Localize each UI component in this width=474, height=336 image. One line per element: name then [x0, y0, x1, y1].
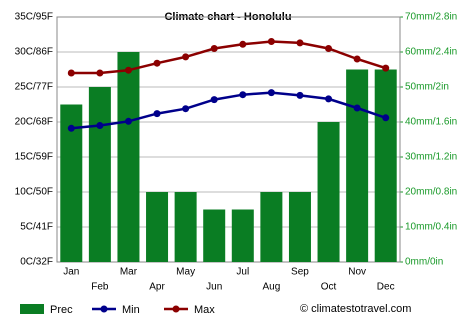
x-tick-label: Jan [63, 267, 79, 278]
y-tick-label: 30C/86F [15, 47, 53, 58]
point [382, 114, 390, 122]
x-tick-label: Nov [348, 267, 366, 278]
y2-tick-label: 10mm/0.4in [405, 222, 457, 233]
y-tick-label: 20C/68F [15, 117, 53, 128]
point [267, 38, 275, 45]
line [71, 40, 387, 75]
point [239, 40, 247, 48]
point [382, 64, 390, 72]
legend-swatch [100, 305, 108, 313]
point [96, 69, 104, 77]
point [96, 122, 104, 129]
point [267, 89, 275, 97]
bar [88, 87, 111, 262]
point [182, 53, 190, 61]
point [124, 117, 132, 125]
y-tick-label: 15C/59F [15, 152, 53, 163]
line [71, 91, 387, 130]
bar [317, 122, 340, 262]
y2-tick-label: 70mm/2.8in [405, 12, 457, 23]
y2-tick-label: 30mm/1.2in [405, 152, 457, 163]
point [67, 124, 75, 132]
bar [288, 192, 311, 262]
point [153, 59, 161, 67]
y-tick-label: 10C/50F [15, 187, 53, 198]
y2-tick-label: 20mm/0.8in [405, 187, 457, 198]
x-tick-label: Oct [321, 282, 337, 293]
y-tick-label: 25C/77F [15, 82, 53, 93]
point [325, 45, 333, 52]
point [210, 96, 218, 104]
bar [146, 192, 169, 262]
point [296, 39, 304, 47]
point [182, 105, 190, 113]
x-tick-label: Jun [206, 282, 222, 293]
bar [231, 209, 254, 262]
x-tick-label: Aug [262, 282, 280, 293]
bar [174, 192, 197, 262]
y2-tick-label: 0mm/0in [405, 257, 443, 268]
x-tick-label: Jul [236, 267, 249, 278]
point [210, 45, 218, 52]
point [296, 91, 304, 99]
legend-swatch [20, 304, 44, 314]
x-tick-label: Dec [377, 282, 395, 293]
point [67, 69, 75, 77]
bar [346, 69, 369, 262]
x-tick-label: May [176, 267, 195, 278]
y-tick-label: 5C/41F [20, 222, 53, 233]
legend-swatch [172, 305, 180, 313]
point [325, 95, 333, 103]
point [239, 91, 247, 99]
y2-tick-label: 40mm/1.6in [405, 117, 457, 128]
bar [117, 52, 140, 262]
point [353, 55, 361, 63]
point [353, 104, 361, 112]
bar [60, 104, 83, 262]
y2-tick-label: 60mm/2.4in [405, 47, 457, 58]
y-tick-label: 0C/32F [20, 257, 53, 268]
x-tick-label: Feb [91, 282, 109, 293]
y-tick-label: 35C/95F [15, 12, 53, 23]
plot-frame [56, 16, 401, 263]
source: © climatestotravel.com [300, 303, 411, 315]
bar [203, 209, 226, 262]
legend-label: Min [122, 304, 140, 316]
x-tick-label: Apr [149, 282, 165, 293]
point [153, 110, 161, 118]
legend-label: Max [194, 304, 215, 316]
legend-label: Prec [50, 304, 73, 316]
x-tick-label: Mar [120, 267, 138, 278]
point [124, 66, 132, 74]
x-tick-label: Sep [291, 267, 309, 278]
bar [260, 192, 283, 262]
y2-tick-label: 50mm/2in [405, 82, 449, 93]
bar [374, 69, 397, 262]
